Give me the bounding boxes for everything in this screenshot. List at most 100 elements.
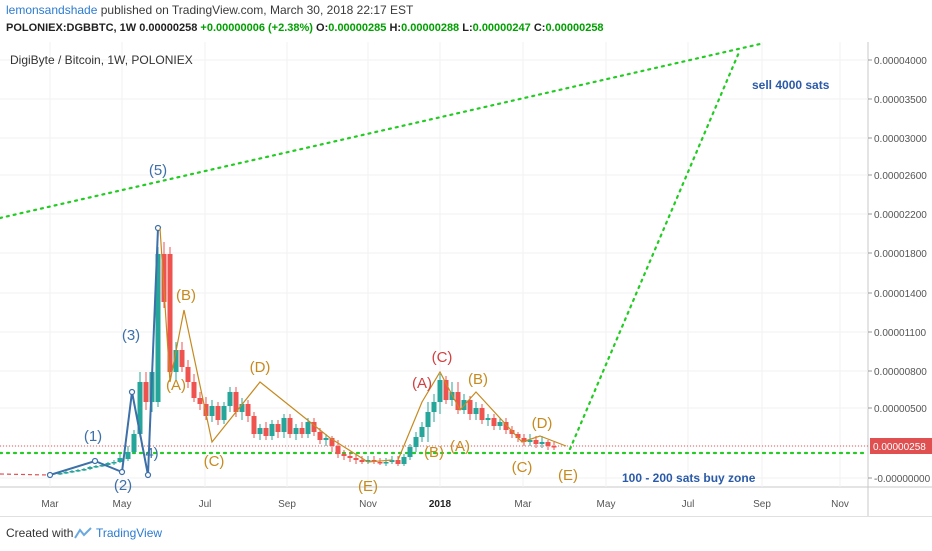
tradingview-brand-link[interactable]: TradingView [96, 526, 163, 540]
y-tick-label: 0.00003000 [874, 134, 927, 145]
elliott-impulse-line [49, 227, 159, 476]
correction-wave-label: (A) [166, 377, 186, 394]
y-tick-label: 0.00000258 [873, 442, 926, 453]
candle-body [57, 473, 63, 475]
low-value: 0.00000247 [472, 22, 531, 34]
candle-body [407, 447, 413, 457]
candle-body [497, 422, 503, 426]
candle-body [521, 438, 527, 442]
correction-wave-label: (D) [250, 359, 271, 376]
candle-body [197, 398, 203, 404]
buy-zone-text: 100 - 200 sats buy zone [622, 471, 756, 485]
candle-body [93, 466, 99, 468]
candle-body [383, 462, 389, 464]
candle-body [245, 404, 251, 416]
candle-body [117, 458, 123, 462]
high-label: H: [389, 22, 402, 34]
close-label: C: [533, 22, 546, 34]
candle-body [353, 458, 359, 460]
x-tick-label: Nov [831, 499, 849, 510]
x-tick-label: Jul [199, 499, 212, 510]
open-label: O: [316, 22, 329, 34]
candle-body [293, 428, 299, 434]
candle-body [215, 406, 221, 420]
candle-body [335, 446, 341, 454]
wave-point [91, 457, 99, 465]
low-label: L: [462, 22, 473, 34]
y-tick-label: 0.00002600 [874, 171, 927, 182]
candle-body [491, 418, 497, 426]
candle-body [329, 438, 335, 446]
elliott-wave-label: (3) [122, 327, 140, 344]
tradingview-logo-icon [74, 527, 92, 539]
correction-wave-label: (C) [204, 453, 225, 470]
x-tick-label: 2018 [429, 499, 452, 510]
wave-point [46, 471, 54, 479]
candle-body [233, 392, 239, 412]
correction-wave-label: (C) [432, 349, 453, 366]
candle-body [99, 465, 105, 467]
candle-body [419, 427, 425, 437]
candle-body [239, 404, 245, 412]
candle-body [467, 400, 473, 414]
candle-body [137, 382, 143, 434]
correction-wave-label: (A) [412, 375, 432, 392]
candle-body [299, 428, 305, 434]
candle-body [63, 472, 69, 474]
x-tick-label: Sep [278, 499, 296, 510]
candle-body [347, 456, 353, 458]
author-link[interactable]: lemonsandshade [6, 3, 98, 17]
y-tick-label: 0.00001400 [874, 289, 927, 300]
correction-line-2018 [397, 370, 567, 461]
last-price: 0.00000258 [139, 22, 198, 34]
candle-body [527, 440, 533, 442]
candle-body [401, 457, 407, 464]
correction-wave-label: (B) [468, 371, 488, 388]
wave-point [144, 471, 152, 479]
x-tick-label: May [113, 499, 132, 510]
candle-body [437, 380, 443, 402]
correction-wave-label: (B) [424, 444, 444, 461]
chart-area[interactable]: 0.00004000 0.00003500 0.00003000 0.00002600… [0, 42, 932, 516]
x-tick-label: Nov [359, 499, 377, 510]
candle-body [395, 460, 401, 464]
candle-body [473, 408, 479, 414]
candle-body [161, 254, 167, 302]
y-tick-label: 0.00001100 [874, 328, 927, 339]
candle-body [209, 406, 215, 416]
candle-body [143, 382, 149, 402]
y-tick-label: -0.00000000 [874, 474, 931, 485]
elliott-wave-label: (1) [84, 428, 102, 445]
candle-body [173, 350, 179, 372]
x-tick-label: Jul [682, 499, 695, 510]
candle-body [503, 422, 509, 430]
ohlc-line: POLONIEX:DGBBTC, 1W 0.00000258 +0.000000… [6, 22, 604, 34]
y-tick-label: 0.00000800 [874, 367, 927, 378]
candle-body [323, 438, 329, 440]
y-tick-label: 0.00001800 [874, 249, 927, 260]
candle-body [105, 463, 111, 465]
x-tick-label: Sep [753, 499, 771, 510]
candle-body [539, 442, 545, 444]
chart-title: DigiByte / Bitcoin, 1W, POLONIEX [10, 53, 193, 67]
target-projection-line [568, 48, 742, 451]
elliott-wave-label: (2) [114, 477, 132, 494]
current-price-tag [870, 438, 932, 454]
correction-wave-label: (E) [358, 478, 378, 495]
published-text: published on TradingView.com, March 30, … [97, 3, 414, 17]
candle-body [111, 462, 117, 464]
correction-wave-label: (B) [176, 287, 196, 304]
candle-body [131, 434, 137, 452]
candle-body [431, 402, 437, 412]
correction-wave-label: (D) [532, 415, 553, 432]
wave-point [118, 468, 126, 476]
candle-body [263, 428, 269, 436]
candle-body [305, 422, 311, 434]
candle-body [203, 404, 209, 416]
candle-body [69, 471, 75, 473]
candle-body [479, 408, 485, 420]
candle-body [251, 416, 257, 434]
price-chart[interactable]: 0.00004000 0.00003500 0.00003000 0.00002600… [0, 42, 932, 516]
candle-body [413, 437, 419, 447]
candle-body [185, 367, 191, 382]
